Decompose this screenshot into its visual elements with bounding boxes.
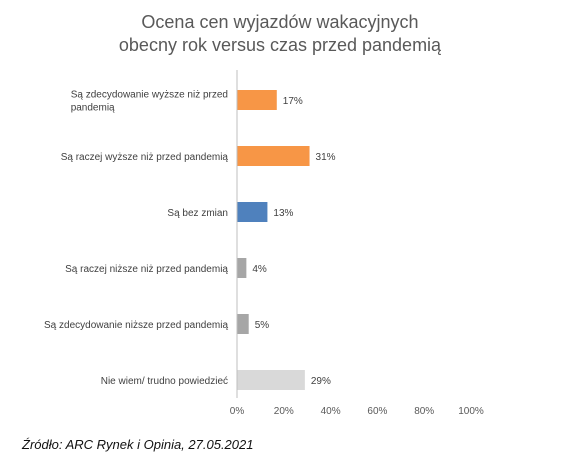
bar-2	[237, 146, 310, 166]
chart-title: Ocena cen wyjazdów wakacyjnych obecny rok…	[119, 12, 442, 55]
bar-3	[237, 202, 268, 222]
data-label-4: 4%	[252, 264, 267, 275]
data-labels: 17% 31% 13% 4% 5% 29%	[252, 96, 335, 387]
x-tick-label-80: 80%	[414, 406, 434, 417]
x-tick-label-20: 20%	[274, 406, 294, 417]
data-label-3: 13%	[273, 208, 293, 219]
bars	[237, 90, 310, 390]
bar-6	[237, 370, 305, 390]
category-label-5: Są zdecydowanie niższe przed pandemią	[44, 320, 228, 331]
bar-1	[237, 90, 277, 110]
x-tick-label-40: 40%	[321, 406, 341, 417]
data-label-6: 29%	[311, 376, 331, 387]
data-label-5: 5%	[255, 320, 270, 331]
x-tick-label-100: 100%	[458, 406, 484, 417]
category-labels: Są zdecydowanie wyższe niż przed pandemią…	[44, 90, 228, 388]
data-label-1: 17%	[283, 96, 303, 107]
chart-title-line-1: Ocena cen wyjazdów wakacyjnych	[141, 12, 418, 32]
chart-title-line-2: obecny rok versus czas przed pandemią	[119, 35, 442, 55]
category-label-4: Są raczej niższe niż przed pandemią	[65, 264, 228, 275]
category-label-6: Nie wiem/ trudno powiedzieć	[101, 376, 228, 387]
category-label-3: Są bez zmian	[167, 208, 228, 219]
x-tick-label-0: 0%	[230, 406, 245, 417]
bar-4	[237, 258, 247, 278]
bar-5	[237, 314, 249, 334]
x-axis-tick-labels: 0% 20% 40% 60% 80% 100%	[230, 406, 484, 417]
data-label-2: 31%	[316, 152, 336, 163]
category-label-1: Są zdecydowanie wyższe niż przed pandemią	[71, 90, 228, 114]
category-label-2: Są raczej wyższe niż przed pandemią	[61, 152, 229, 163]
source-note: Źródło: ARC Rynek i Opinia, 27.05.2021	[22, 437, 254, 452]
x-tick-label-60: 60%	[367, 406, 387, 417]
